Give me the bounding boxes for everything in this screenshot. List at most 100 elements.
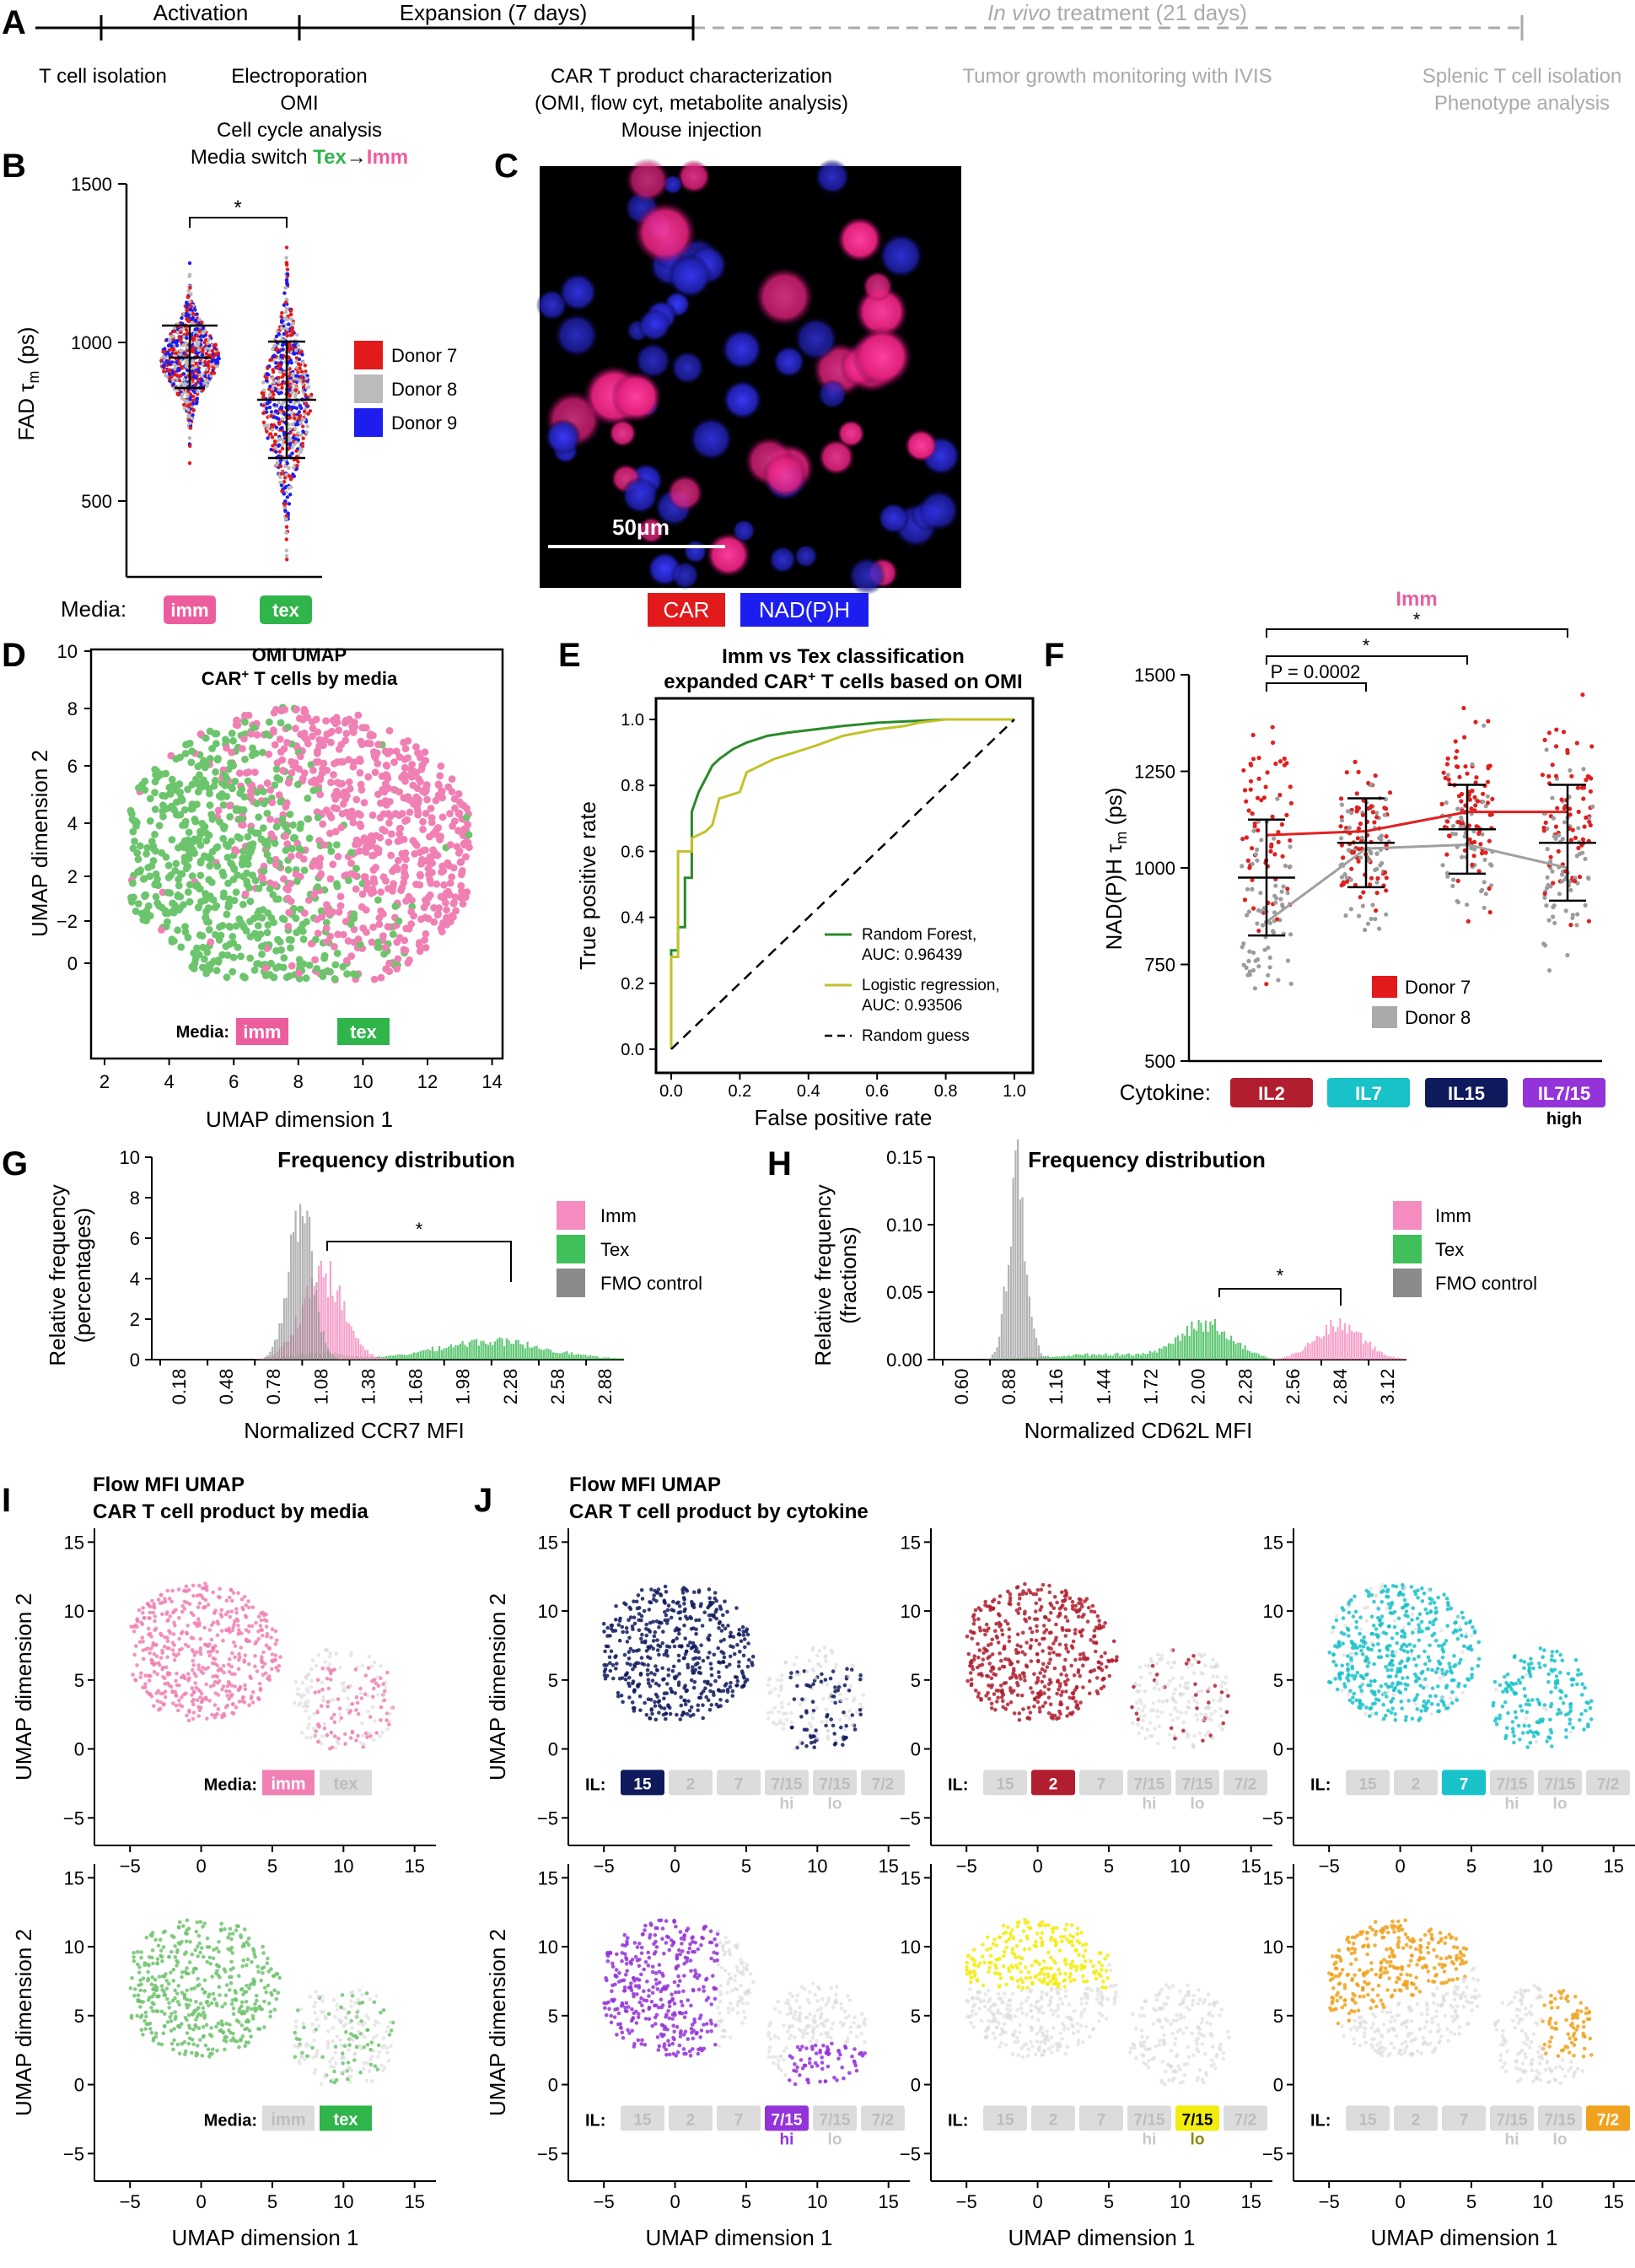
cell-point bbox=[1565, 750, 1570, 756]
ytick: −2 bbox=[56, 911, 78, 932]
panel-g-xlabel: Normalized CCR7 MFI bbox=[244, 1418, 465, 1443]
swarm-point bbox=[282, 486, 288, 490]
chip-car: CAR bbox=[664, 597, 710, 622]
cell bbox=[817, 379, 848, 410]
umap-point bbox=[174, 892, 182, 900]
swarm-point bbox=[183, 399, 187, 403]
hist-bar bbox=[1035, 1338, 1038, 1360]
umap-point bbox=[253, 2001, 257, 2007]
umap-point bbox=[261, 1673, 266, 1678]
umap-point bbox=[394, 838, 402, 845]
hist-bar bbox=[454, 1344, 457, 1360]
hist-bar bbox=[1265, 1356, 1267, 1360]
swarm-point bbox=[279, 437, 283, 441]
panel-h-histogram bbox=[984, 1139, 1406, 1360]
donor-mean-line bbox=[1266, 843, 1568, 924]
umap-point bbox=[209, 2001, 214, 2006]
swarm-point bbox=[290, 451, 294, 455]
cell-point bbox=[1455, 878, 1460, 883]
umap-point bbox=[296, 752, 304, 761]
swarm-point bbox=[282, 480, 287, 484]
umap-ylabel: UMAP dimension 2 bbox=[11, 1929, 36, 2116]
hist-bar bbox=[466, 1346, 469, 1360]
umap-point bbox=[149, 1694, 154, 1699]
cell-point bbox=[1587, 774, 1592, 780]
umap-point bbox=[266, 786, 274, 795]
hist-bar bbox=[266, 1355, 269, 1360]
hist-bar bbox=[517, 1339, 519, 1360]
umap-point bbox=[188, 1940, 192, 1944]
umap-point bbox=[219, 871, 228, 880]
hist-bar bbox=[1383, 1354, 1385, 1360]
cell-point bbox=[1584, 815, 1589, 821]
xtick: 0 bbox=[196, 2191, 206, 2212]
cell bbox=[862, 271, 894, 302]
umap-point bbox=[206, 862, 214, 870]
hist-bar bbox=[1244, 1345, 1246, 1360]
ytick: 4 bbox=[67, 813, 78, 834]
hist-bar bbox=[380, 1358, 383, 1360]
swarm-point bbox=[192, 346, 196, 350]
umap-point bbox=[233, 1684, 238, 1689]
umap-point bbox=[139, 2028, 144, 2032]
ytick: 0.6 bbox=[621, 843, 644, 861]
legend-lr-auc: AUC: 0.93506 bbox=[862, 997, 962, 1015]
umap-point bbox=[271, 741, 279, 749]
umap-point bbox=[186, 2041, 191, 2046]
umap-point bbox=[382, 877, 390, 885]
umap-point bbox=[139, 1956, 143, 1960]
umap-point bbox=[256, 1696, 261, 1700]
cell-point bbox=[1465, 902, 1470, 908]
umap-point bbox=[274, 1996, 279, 2001]
umap-point bbox=[419, 826, 427, 833]
umap-point bbox=[335, 745, 343, 753]
ytick: 1.0 bbox=[621, 711, 644, 730]
umap-point bbox=[153, 2034, 159, 2039]
umap-point bbox=[241, 890, 250, 898]
hist-bar bbox=[579, 1355, 582, 1360]
umap-point bbox=[177, 1703, 182, 1707]
swarm-point bbox=[279, 326, 283, 331]
hist-bar bbox=[278, 1323, 281, 1360]
umap-point bbox=[354, 1738, 358, 1743]
umap-point bbox=[366, 1710, 371, 1714]
hist-bar bbox=[1318, 1336, 1320, 1360]
umap-point bbox=[304, 1674, 308, 1679]
swarm-point bbox=[292, 474, 296, 478]
umap-point bbox=[238, 1655, 242, 1660]
umap-point bbox=[325, 1648, 330, 1652]
swarm-point bbox=[164, 374, 168, 378]
umap-point bbox=[414, 749, 422, 757]
cell-point bbox=[1275, 917, 1280, 922]
swarm-point bbox=[190, 369, 195, 374]
umap-point bbox=[313, 965, 321, 972]
ytick: 0 bbox=[74, 2075, 84, 2096]
umap-point bbox=[148, 1631, 153, 1636]
umap-point bbox=[191, 2042, 196, 2047]
hist-bar bbox=[329, 1354, 331, 1360]
cell-point bbox=[1251, 906, 1256, 911]
umap-point bbox=[159, 1656, 164, 1660]
umap-point bbox=[389, 2028, 394, 2033]
umap-point bbox=[236, 769, 244, 778]
cell-point bbox=[1341, 855, 1346, 860]
umap-point bbox=[141, 786, 149, 794]
swarm-point bbox=[171, 379, 175, 384]
cell bbox=[688, 416, 734, 461]
umap-point bbox=[316, 871, 325, 880]
cell-point bbox=[1241, 941, 1246, 946]
cell-point bbox=[1584, 778, 1589, 783]
umap-point bbox=[356, 1733, 360, 1738]
umap-point bbox=[196, 1976, 200, 1981]
cell-point bbox=[1485, 794, 1490, 799]
umap-point bbox=[382, 771, 390, 778]
umap-point bbox=[351, 723, 358, 731]
umap-point bbox=[421, 748, 429, 757]
umap-point bbox=[195, 1920, 200, 1925]
hist-bar bbox=[603, 1357, 605, 1360]
umap-point bbox=[277, 946, 285, 954]
cell-point bbox=[1369, 851, 1374, 856]
hist-bar bbox=[1388, 1356, 1390, 1360]
xtick: 12 bbox=[417, 1071, 438, 1092]
umap-point bbox=[271, 839, 279, 848]
